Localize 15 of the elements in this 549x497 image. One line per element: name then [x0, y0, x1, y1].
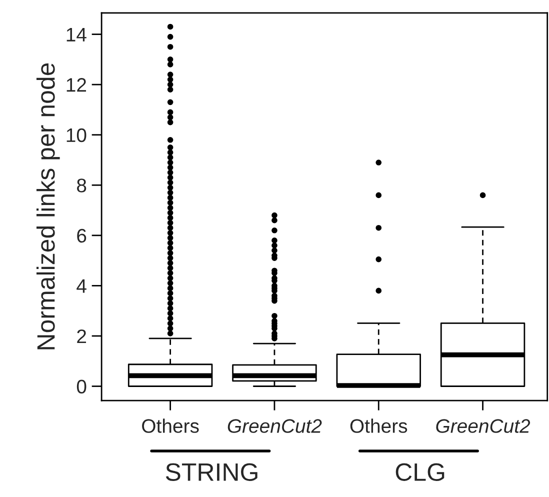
x-tick-label: Others: [350, 418, 408, 433]
y-tick-label: 6: [77, 228, 86, 243]
y-tick-label: 4: [76, 279, 86, 293]
text: CLG: [396, 463, 444, 481]
y-tick-label: 12: [66, 78, 86, 92]
y-tick-label: 10: [66, 128, 86, 142]
y-tick-label: 8: [77, 178, 86, 192]
y-axis-title: Normalized links per node: [36, 63, 60, 350]
x-tick-label: GreenCut2: [436, 419, 530, 433]
x-tick-label: Others: [142, 418, 199, 433]
text: STRING: [166, 463, 258, 481]
y-tick-label: 14: [66, 28, 86, 42]
y-tick-label: 2: [77, 329, 86, 344]
y-tick-label: 0: [76, 380, 86, 394]
x-tick-label: GreenCut2: [228, 419, 322, 433]
